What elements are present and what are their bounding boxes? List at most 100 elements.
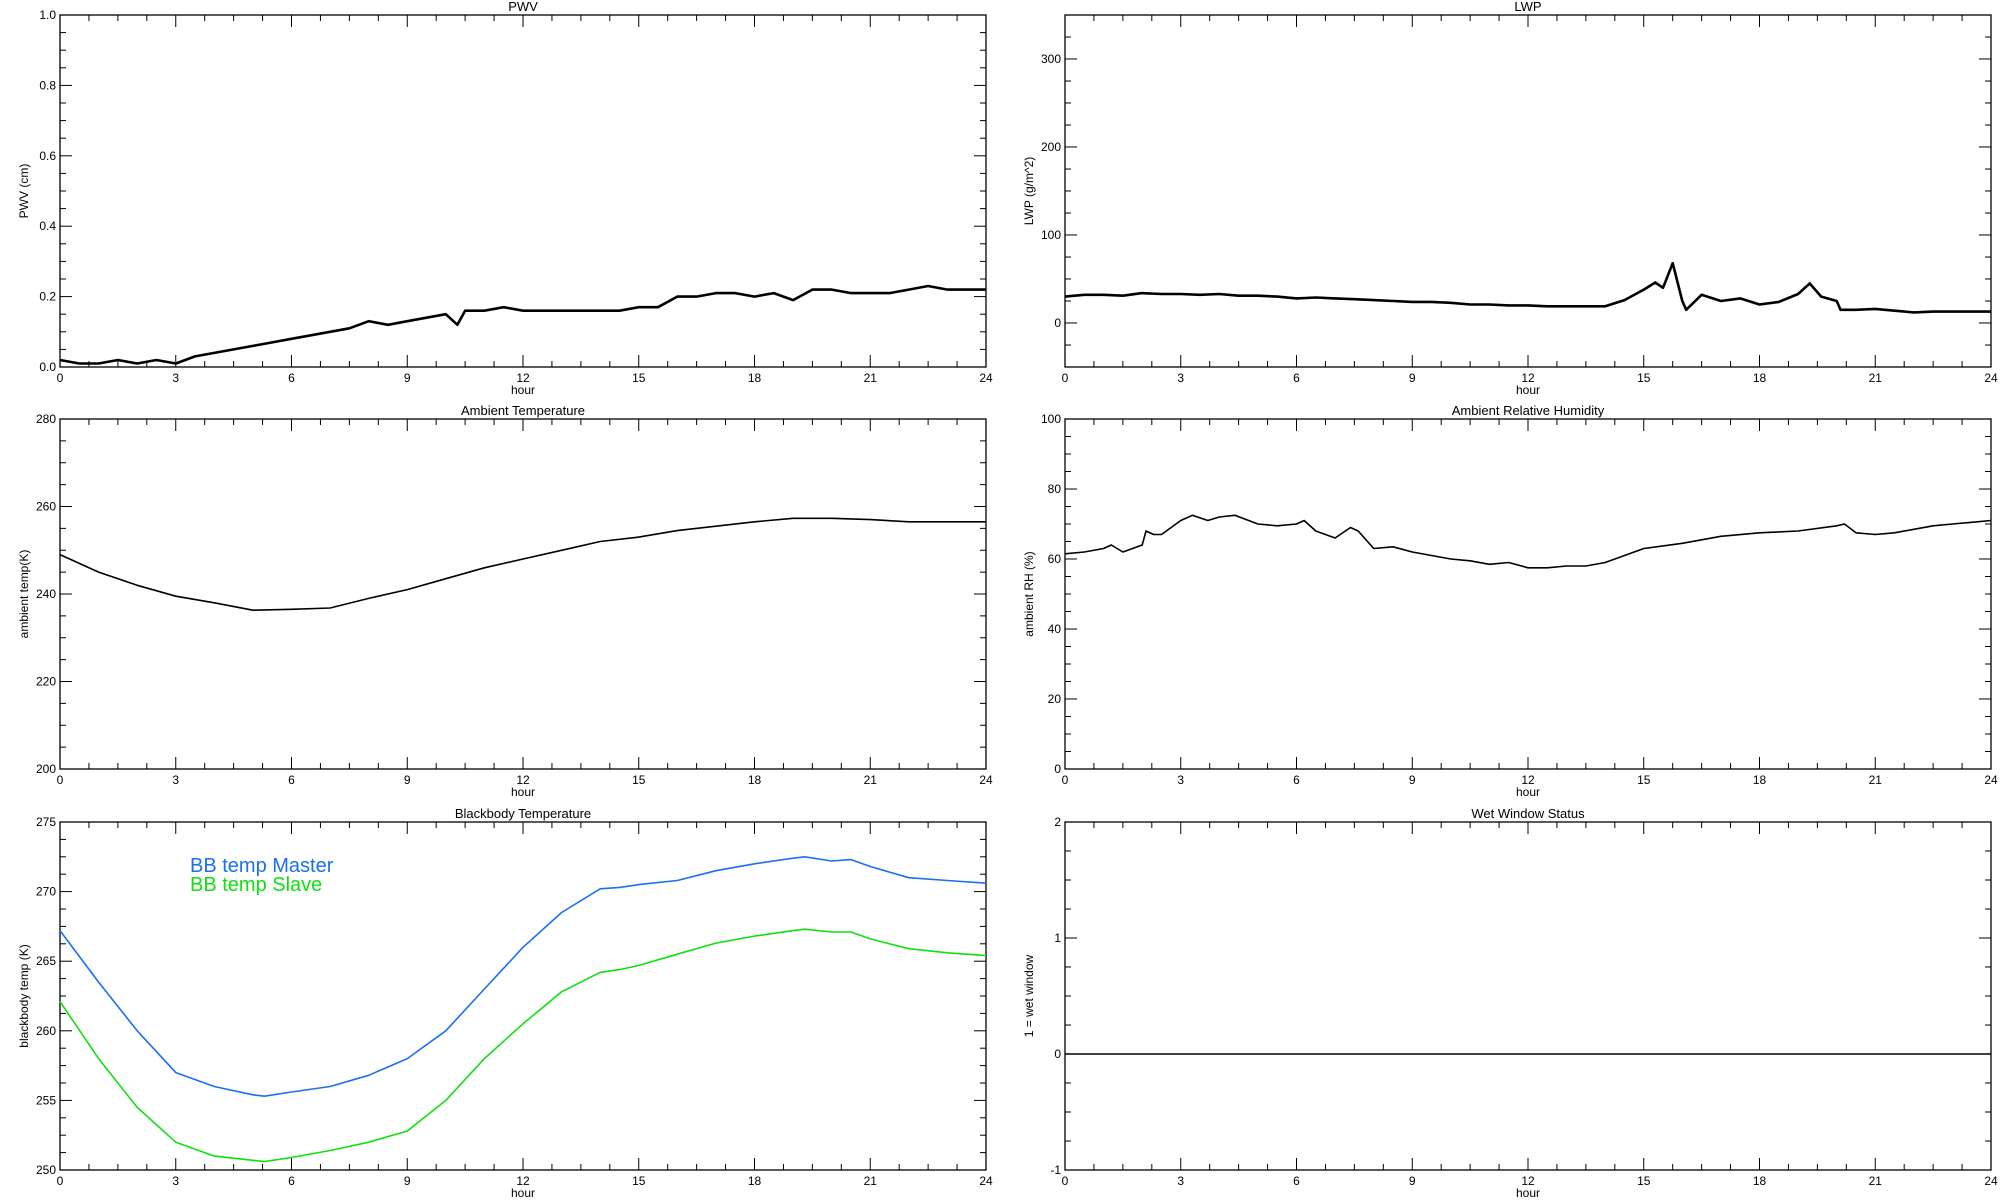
chart-title: PWV [508,0,538,14]
x-tick-label: 24 [1984,773,1998,787]
x-tick-label: 9 [404,1174,411,1188]
y-tick-label: 250 [36,1163,56,1177]
y-tick-label: 0 [1054,762,1061,776]
x-tick-label: 21 [864,1174,878,1188]
series-line-1 [59,517,986,612]
x-tick-label: 12 [516,371,530,385]
y-tick-label: 220 [36,675,56,689]
x-tick-label: 24 [1984,371,1998,385]
chart-1: PWV 0 3 6 9 12 15 18 21 24 hour 0.0 0.2 0.4 0.6 0.8 1.0 P… [17,0,993,397]
x-tick-label: 21 [1869,1174,1883,1188]
series-line-1 [1064,261,1991,314]
y-axis-label: PWV (cm) [17,164,31,219]
x-axis-label: hour [511,383,535,397]
y-tick-label: 0.4 [39,219,56,233]
y-tick-label: 255 [36,1093,56,1107]
y-axis-label: blackbody temp (K) [17,944,31,1047]
x-tick-label: 21 [1869,371,1883,385]
legend-entry: BB temp Slave [190,874,322,896]
plot-frame [1064,418,1992,770]
y-axis-label: 1 = wet window [1022,954,1036,1037]
x-tick-label: 18 [748,1174,762,1188]
y-tick-label: 60 [1048,552,1062,566]
x-tick-label: 9 [404,773,411,787]
y-tick-label: 0 [1054,316,1061,330]
y-tick-label: 0.2 [39,290,56,304]
chart-3: Ambient Temperature 0 3 6 9 12 15 18 21 24 hour 200… [17,403,993,799]
x-axis-label: hour [1516,383,1540,397]
chart-title: Blackbody Temperature [455,806,591,821]
x-tick-label: 21 [864,773,878,787]
y-tick-label: 0.0 [39,360,56,374]
y-tick-label: 240 [36,587,56,601]
y-axis-label: ambient temp(K) [17,550,31,639]
y-tick-label: 200 [1041,140,1061,154]
chart-title: LWP [1514,0,1541,14]
y-tick-label: 2 [1054,815,1061,829]
x-tick-label: 6 [1293,1174,1300,1188]
x-tick-label: 3 [1177,773,1184,787]
y-tick-label: 300 [1041,52,1061,66]
y-tick-label: 275 [36,815,56,829]
plot-frame [1064,821,1992,1171]
x-tick-label: 0 [57,773,64,787]
x-tick-label: 18 [1753,773,1767,787]
chart-2: LWP 0 3 6 9 12 15 18 21 24 hour 0 100 200 300 LWP (g/m^… [1022,0,1998,397]
series-line-1 [59,855,987,1097]
x-tick-label: 9 [1409,1174,1416,1188]
x-tick-label: 0 [57,1174,64,1188]
series-line-1 [1064,514,1992,569]
y-axis-label: LWP (g/m^2) [1022,157,1036,226]
x-tick-label: 12 [516,773,530,787]
x-tick-label: 18 [1753,371,1767,385]
x-tick-label: 3 [172,371,179,385]
y-tick-label: 260 [36,500,56,514]
chart-title: Wet Window Status [1471,806,1585,821]
x-tick-label: 15 [632,773,646,787]
x-tick-label: 6 [1293,773,1300,787]
x-tick-label: 0 [1062,1174,1069,1188]
x-tick-label: 21 [864,371,878,385]
y-tick-label: 1.0 [39,8,56,22]
x-tick-label: 0 [57,371,64,385]
x-axis-label: hour [511,785,535,799]
y-tick-label: 0 [1054,1047,1061,1061]
x-axis-label: hour [511,1186,535,1200]
y-tick-label: 0.8 [39,78,56,92]
x-tick-label: 3 [1177,371,1184,385]
y-tick-label: 265 [36,954,56,968]
x-tick-label: 0 [1062,371,1069,385]
y-tick-label: 100 [1041,228,1061,242]
x-tick-label: 15 [1637,1174,1651,1188]
x-tick-label: 6 [288,371,295,385]
x-axis-label: hour [1516,785,1540,799]
y-axis-label: ambient RH (%) [1022,551,1036,636]
y-tick-label: 1 [1054,931,1061,945]
plot-frame [59,14,987,368]
y-tick-label: -1 [1050,1163,1061,1177]
y-tick-label: 200 [36,762,56,776]
y-tick-label: 40 [1048,622,1062,636]
series-line-2 [59,928,987,1163]
x-tick-label: 6 [1293,371,1300,385]
chart-4: Ambient Relative Humidity 0 3 6 9 12 15 18 21 24 h… [1022,403,1998,799]
x-tick-label: 9 [404,371,411,385]
x-tick-label: 12 [1521,371,1535,385]
x-tick-label: 12 [1521,1174,1535,1188]
x-tick-label: 9 [1409,371,1416,385]
x-tick-label: 15 [632,371,646,385]
y-tick-label: 0.6 [39,149,56,163]
x-tick-label: 3 [1177,1174,1184,1188]
plot-frame [59,418,987,770]
x-tick-label: 0 [1062,773,1069,787]
x-tick-label: 15 [1637,371,1651,385]
x-tick-label: 24 [1984,1174,1998,1188]
chart-title: Ambient Temperature [461,403,585,418]
legend-entry: BB temp Master [190,855,334,877]
chart-title: Ambient Relative Humidity [1452,403,1605,418]
plot-frame [1064,14,1992,368]
x-tick-label: 6 [288,773,295,787]
x-tick-label: 24 [979,773,993,787]
